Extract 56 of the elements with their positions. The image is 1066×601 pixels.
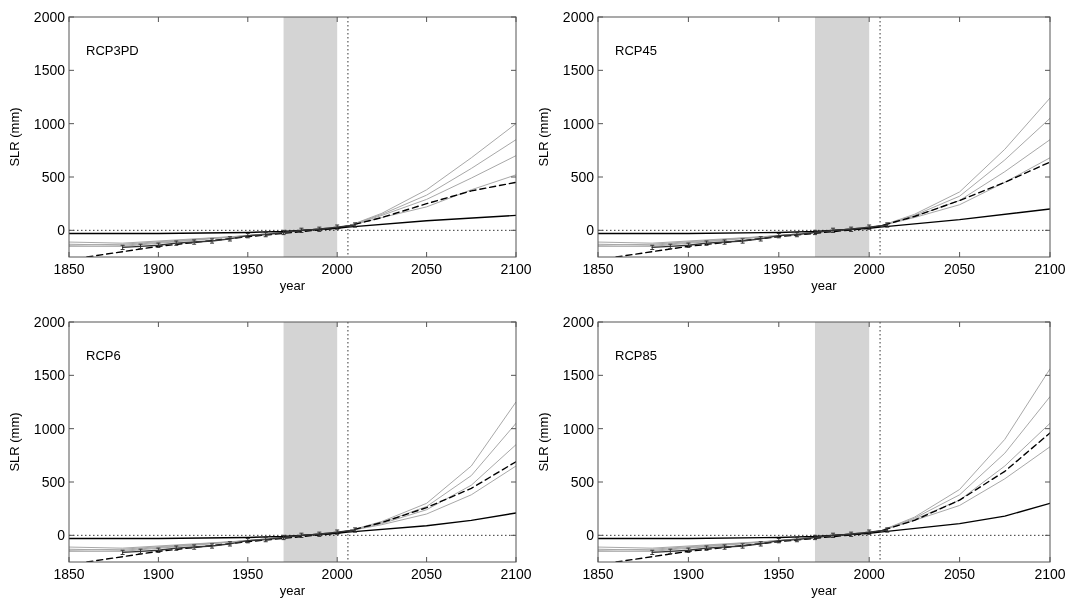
y-tick-label: 0 — [586, 222, 595, 239]
y-tick-label: 1500 — [562, 367, 595, 384]
x-tick-label: 2100 — [500, 261, 532, 277]
y-tick-label: 500 — [41, 168, 66, 185]
y-tick-label: 500 — [570, 168, 595, 185]
x-tick-label: 1850 — [582, 566, 614, 582]
y-tick-label: 500 — [41, 473, 66, 490]
y-tick-label: 1500 — [33, 367, 66, 384]
x-tick-label: 1900 — [672, 261, 705, 277]
y-tick-label: 0 — [586, 527, 595, 544]
y-tick-label: 1500 — [562, 62, 595, 79]
x-axis-title: year — [279, 583, 306, 598]
y-tick-label: 2000 — [33, 8, 66, 25]
x-axis-title: year — [279, 278, 306, 293]
text: RCP45 — [615, 43, 657, 58]
x-axis-title: year — [811, 278, 838, 293]
x-tick-label: 2000 — [853, 261, 885, 277]
y-tick-label: 0 — [57, 527, 66, 544]
x-tick-label: 1950 — [232, 566, 264, 582]
x-tick-label: 1900 — [142, 566, 175, 582]
y-tick-label: 2000 — [562, 313, 595, 330]
x-tick-label: 1950 — [763, 566, 795, 582]
x-tick-label: 2000 — [853, 566, 885, 582]
x-tick-label: 1950 — [763, 261, 795, 277]
x-tick-label: 2100 — [500, 566, 532, 582]
x-tick-label: 2050 — [411, 261, 443, 277]
x-tick-label: 2100 — [1034, 261, 1066, 277]
x-axis-title: year — [811, 583, 838, 598]
x-tick-label: 2050 — [944, 261, 976, 277]
y-axis-title: SLR (mm) — [7, 412, 22, 472]
x-tick-label: 2050 — [944, 566, 976, 582]
y-axis-title: SLR (mm) — [536, 412, 551, 472]
y-tick-label: 500 — [570, 473, 595, 490]
x-tick-label: 2100 — [1034, 566, 1066, 582]
text: RCP3PD — [86, 43, 139, 58]
y-tick-label: 1000 — [562, 420, 595, 437]
x-tick-label: 1900 — [672, 566, 705, 582]
y-tick-label: 1000 — [33, 115, 66, 132]
y-axis-title: SLR (mm) — [536, 107, 551, 167]
text: RCP85 — [615, 348, 657, 363]
text: RCP6 — [86, 348, 121, 363]
x-tick-label: 1900 — [142, 261, 175, 277]
y-tick-label: 1500 — [33, 62, 66, 79]
y-tick-label: 0 — [57, 222, 66, 239]
x-tick-label: 1950 — [232, 261, 264, 277]
x-tick-label: 2050 — [411, 566, 443, 582]
y-tick-label: 2000 — [33, 313, 66, 330]
x-tick-label: 1850 — [53, 566, 85, 582]
y-tick-label: 1000 — [33, 420, 66, 437]
y-axis-title: SLR (mm) — [7, 107, 22, 167]
x-tick-label: 1850 — [53, 261, 85, 277]
y-tick-label: 1000 — [562, 115, 595, 132]
y-tick-label: 2000 — [562, 8, 595, 25]
x-tick-label: 2000 — [321, 566, 353, 582]
x-tick-label: 1850 — [582, 261, 614, 277]
x-tick-label: 2000 — [321, 261, 353, 277]
